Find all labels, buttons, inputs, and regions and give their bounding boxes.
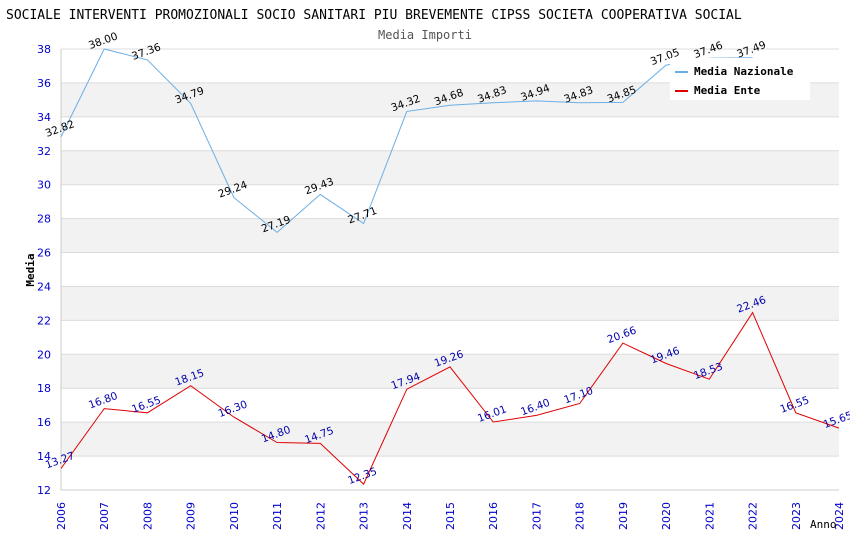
- legend-label-media-ente: Media Ente: [694, 84, 761, 97]
- background-band: [61, 150, 839, 185]
- series-line-media-ente: [60, 311, 840, 485]
- legend: Media Nazionale Media Ente: [670, 58, 810, 100]
- background-band: [61, 286, 839, 321]
- y-tick-label: 24: [37, 280, 51, 293]
- y-tick-label: 26: [37, 247, 51, 260]
- data-label: 16.80: [87, 390, 119, 412]
- y-tick-label: 18: [37, 382, 51, 395]
- background-band: [61, 422, 839, 457]
- x-tick-label: 2014: [401, 502, 414, 530]
- y-tick-label: 16: [37, 416, 51, 429]
- x-axis-label: Anno: [810, 518, 837, 531]
- y-tick-label: 22: [37, 314, 51, 327]
- background-bands: [61, 82, 839, 457]
- x-tick-label: 2006: [55, 502, 68, 530]
- background-band: [61, 354, 839, 389]
- y-tick-label: 12: [37, 484, 51, 497]
- x-tick-label: 2022: [747, 502, 760, 530]
- x-tick-label: 2016: [487, 502, 500, 530]
- y-axis-ticks: 12 14 16 18 20 22 24 26 28 30 32 34 36 38: [37, 43, 51, 497]
- x-tick-label: 2018: [574, 502, 587, 530]
- x-tick-label: 2019: [617, 502, 630, 530]
- background-band: [61, 218, 839, 253]
- axes: [60, 49, 839, 491]
- data-label: 20.66: [606, 324, 639, 346]
- chart-subtitle: Media Importi: [378, 28, 472, 42]
- x-tick-label: 2024: [833, 502, 846, 530]
- y-tick-label: 14: [37, 450, 51, 463]
- y-tick-label: 30: [37, 179, 51, 192]
- y-tick-label: 34: [37, 111, 51, 124]
- y-tick-label: 38: [37, 43, 51, 56]
- x-tick-label: 2023: [790, 502, 803, 530]
- x-tick-label: 2011: [271, 502, 284, 530]
- chart-title: SOCIALE INTERVENTI PROMOZIONALI SOCIO SA…: [6, 8, 742, 23]
- y-tick-label: 32: [37, 145, 51, 158]
- x-tick-label: 2012: [314, 502, 327, 530]
- y-tick-label: 36: [37, 77, 51, 90]
- series-lines: [60, 48, 840, 485]
- y-tick-label: 20: [37, 348, 51, 361]
- x-tick-label: 2009: [185, 502, 198, 530]
- x-tick-label: 2013: [358, 502, 371, 530]
- data-label: 12.35: [346, 465, 378, 487]
- x-axis-ticks: 2006 2007 2008 2009 2010 2011 2012 2013 2014 2015…: [55, 502, 846, 530]
- legend-label-media-nazionale: Media Nazionale: [694, 65, 794, 78]
- series-line-media-nazionale: [60, 48, 753, 234]
- x-tick-label: 2008: [141, 502, 154, 530]
- y-tick-label: 28: [37, 213, 51, 226]
- legend-box: [670, 58, 810, 100]
- data-label: 16.55: [779, 394, 811, 416]
- x-tick-label: 2010: [228, 502, 241, 530]
- gridlines: [61, 48, 839, 491]
- x-tick-label: 2021: [703, 502, 716, 530]
- x-tick-label: 2020: [660, 502, 673, 530]
- x-tick-label: 2007: [98, 502, 111, 530]
- x-tick-label: 2017: [530, 502, 543, 530]
- y-axis-label: Media: [24, 253, 37, 286]
- x-tick-label: 2015: [444, 502, 457, 530]
